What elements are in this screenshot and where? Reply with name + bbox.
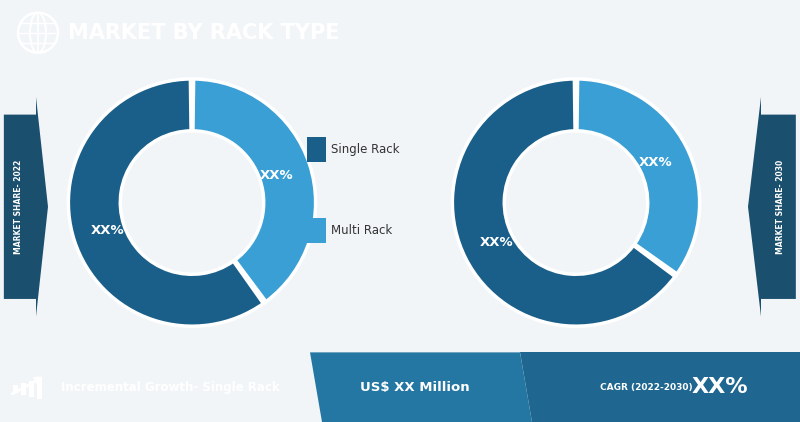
Wedge shape [68, 79, 263, 326]
Wedge shape [452, 79, 675, 326]
Bar [307, 218, 326, 243]
Text: MARKET SHARE- 2022: MARKET SHARE- 2022 [14, 160, 22, 254]
Text: Multi Rack: Multi Rack [331, 224, 393, 237]
Text: US$ XX Million: US$ XX Million [360, 381, 470, 394]
Polygon shape [310, 352, 532, 422]
Text: MARKET SHARE- 2030: MARKET SHARE- 2030 [776, 160, 785, 254]
Text: CAGR (2022-2030): CAGR (2022-2030) [600, 383, 693, 392]
Text: XX%: XX% [480, 236, 514, 249]
Text: XX%: XX% [260, 168, 294, 181]
Bar [37, 379, 42, 399]
Text: XX%: XX% [692, 377, 748, 397]
Polygon shape [748, 97, 796, 316]
Text: XX%: XX% [638, 156, 672, 169]
Wedge shape [577, 79, 700, 274]
Text: Single Rack: Single Rack [331, 143, 400, 156]
Polygon shape [4, 97, 48, 316]
Bar [307, 137, 326, 162]
Bar [13, 385, 18, 393]
Polygon shape [520, 352, 800, 422]
Bar [21, 383, 26, 395]
Text: MARKET BY RACK TYPE: MARKET BY RACK TYPE [68, 23, 339, 43]
Bar [29, 381, 34, 397]
Text: Incremental Growth- Single Rack: Incremental Growth- Single Rack [61, 381, 279, 394]
Text: XX%: XX% [90, 224, 124, 237]
Wedge shape [193, 79, 316, 302]
